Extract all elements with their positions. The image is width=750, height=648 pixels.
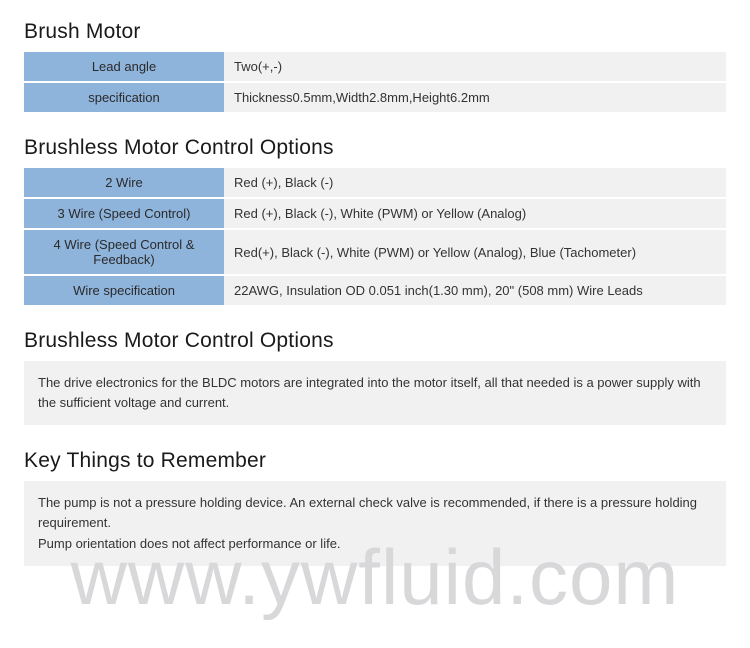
section-title-brush-motor: Brush Motor (24, 20, 726, 44)
table-row: 4 Wire (Speed Control & Feedback) Red(+)… (24, 229, 726, 275)
brushless-note-box: The drive electronics for the BLDC motor… (24, 361, 726, 425)
brush-motor-table: Lead angle Two(+,-) specification Thickn… (24, 52, 726, 114)
value-cell: Two(+,-) (224, 52, 726, 82)
label-cell: 2 Wire (24, 168, 224, 198)
label-cell: Wire specification (24, 275, 224, 306)
key-things-note-box: The pump is not a pressure holding devic… (24, 481, 726, 565)
value-cell: Red (+), Black (-) (224, 168, 726, 198)
label-cell: 4 Wire (Speed Control & Feedback) (24, 229, 224, 275)
table-row: 3 Wire (Speed Control) Red (+), Black (-… (24, 198, 726, 229)
value-cell: Thickness0.5mm,Width2.8mm,Height6.2mm (224, 82, 726, 113)
label-cell: 3 Wire (Speed Control) (24, 198, 224, 229)
section-title-key-things: Key Things to Remember (24, 449, 726, 473)
brushless-options-table: 2 Wire Red (+), Black (-) 3 Wire (Speed … (24, 168, 726, 307)
label-cell: specification (24, 82, 224, 113)
section-title-brushless-note: Brushless Motor Control Options (24, 329, 726, 353)
section-title-brushless-options: Brushless Motor Control Options (24, 136, 726, 160)
table-row: 2 Wire Red (+), Black (-) (24, 168, 726, 198)
value-cell: 22AWG, Insulation OD 0.051 inch(1.30 mm)… (224, 275, 726, 306)
label-cell: Lead angle (24, 52, 224, 82)
value-cell: Red(+), Black (-), White (PWM) or Yellow… (224, 229, 726, 275)
table-row: Lead angle Two(+,-) (24, 52, 726, 82)
table-row: specification Thickness0.5mm,Width2.8mm,… (24, 82, 726, 113)
value-cell: Red (+), Black (-), White (PWM) or Yello… (224, 198, 726, 229)
table-row: Wire specification 22AWG, Insulation OD … (24, 275, 726, 306)
